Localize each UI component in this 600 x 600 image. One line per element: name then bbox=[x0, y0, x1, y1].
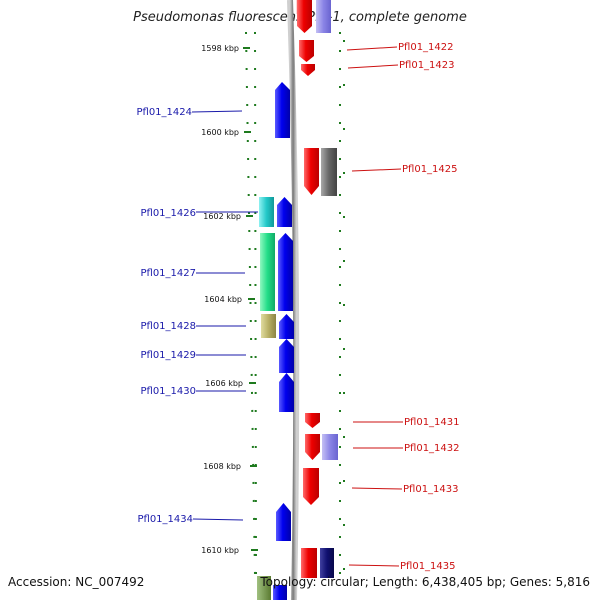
tick-label: 1602 kbp bbox=[203, 212, 241, 221]
gene-label-pfl01-1422[interactable]: Pfl01_1422 bbox=[398, 42, 454, 53]
gene-top-lavender bbox=[316, 0, 331, 33]
gene-arrow-pfl01-1426 bbox=[277, 197, 292, 227]
gene-label-pfl01-1433[interactable]: Pfl01_1433 bbox=[403, 484, 459, 495]
labels-right: Pfl01_1422 Pfl01_1423 Pfl01_1425 Pfl01_1… bbox=[398, 42, 460, 572]
leader-lines bbox=[191, 46, 403, 567]
gene-arrow-pfl01-1433 bbox=[303, 468, 319, 505]
gene-box-pfl01-1428-olive bbox=[261, 314, 276, 338]
leader-line-pfl01-1433 bbox=[351, 487, 403, 490]
gene-box-pfl01-1426-cyan bbox=[259, 197, 274, 227]
tick-label: 1604 kbp bbox=[204, 295, 242, 304]
topology-text: Topology: circular; Length: 6,438,405 bp… bbox=[260, 575, 590, 589]
scale-labels: 1598 kbp 1600 kbp 1602 kbp 1604 kbp 1606… bbox=[201, 44, 243, 555]
gene-label-pfl01-1431[interactable]: Pfl01_1431 bbox=[404, 417, 460, 428]
gene-label-pfl01-1434[interactable]: Pfl01_1434 bbox=[137, 514, 193, 525]
gene-label-pfl01-1427[interactable]: Pfl01_1427 bbox=[140, 268, 196, 279]
leader-line-pfl01-1423 bbox=[347, 64, 399, 69]
gene-label-pfl01-1435[interactable]: Pfl01_1435 bbox=[400, 561, 456, 572]
guide-dots bbox=[245, 31, 345, 576]
leader-line-pfl01-1425 bbox=[351, 168, 402, 172]
gene-box-pfl01-1432-lavender bbox=[322, 434, 338, 460]
leader-line-pfl01-1424 bbox=[191, 110, 243, 113]
labels-left: Pfl01_1424 Pfl01_1426 Pfl01_1427 Pfl01_1… bbox=[136, 107, 196, 525]
gene-label-pfl01-1428[interactable]: Pfl01_1428 bbox=[140, 321, 196, 332]
gene-label-pfl01-1429[interactable]: Pfl01_1429 bbox=[140, 350, 196, 361]
gene-box-pfl01-1427-green bbox=[260, 233, 275, 311]
gene-arrow-pfl01-1422 bbox=[299, 40, 314, 62]
gene-label-pfl01-1424[interactable]: Pfl01_1424 bbox=[136, 107, 192, 118]
gene-box-pfl01-1425-grey bbox=[321, 148, 337, 196]
tick-label: 1610 kbp bbox=[201, 546, 239, 555]
gene-box-pfl01-1435 bbox=[301, 548, 317, 578]
gene-arrow-pfl01-1423 bbox=[301, 64, 315, 76]
guide-line-far-left bbox=[245, 31, 256, 576]
gene-arrow-pfl01-1422-top bbox=[297, 0, 312, 33]
gene-label-pfl01-1423[interactable]: Pfl01_1423 bbox=[399, 60, 455, 71]
gene-arrow-pfl01-1429 bbox=[279, 339, 294, 373]
tick-label: 1608 kbp bbox=[203, 462, 241, 471]
gene-arrow-pfl01-1432 bbox=[305, 434, 320, 460]
gene-arrow-pfl01-1430 bbox=[279, 373, 294, 412]
reverse-genes bbox=[259, 82, 294, 541]
tick-label: 1600 kbp bbox=[201, 128, 239, 137]
tick-label: 1606 kbp bbox=[205, 379, 243, 388]
gene-bottom-blue bbox=[273, 585, 287, 600]
gene-arrow-pfl01-1431 bbox=[305, 413, 320, 428]
leader-line-pfl01-1422 bbox=[346, 46, 398, 51]
gene-arrow-pfl01-1424 bbox=[275, 82, 290, 138]
gene-box-pfl01-1435-navy bbox=[320, 548, 334, 578]
leader-line-pfl01-1434 bbox=[192, 518, 244, 521]
forward-genes bbox=[297, 0, 338, 578]
gene-arrow-pfl01-1427 bbox=[278, 233, 293, 311]
scale-ticks bbox=[243, 47, 258, 551]
gene-arrow-pfl01-1434 bbox=[276, 503, 291, 541]
gene-label-pfl01-1426[interactable]: Pfl01_1426 bbox=[140, 208, 196, 219]
leader-line-pfl01-1435 bbox=[348, 564, 400, 567]
gene-arrow-pfl01-1428 bbox=[279, 314, 294, 339]
gene-label-pfl01-1425[interactable]: Pfl01_1425 bbox=[402, 164, 458, 175]
chromosome-backbone bbox=[287, 0, 300, 600]
gene-label-pfl01-1432[interactable]: Pfl01_1432 bbox=[404, 443, 460, 454]
gene-bottom-olive bbox=[257, 576, 271, 600]
accession-text: Accession: NC_007492 bbox=[8, 575, 145, 589]
gene-label-pfl01-1430[interactable]: Pfl01_1430 bbox=[140, 386, 196, 397]
tick-label: 1598 kbp bbox=[201, 44, 239, 53]
guide-line-left bbox=[254, 31, 257, 576]
gene-arrow-pfl01-1425 bbox=[304, 148, 319, 195]
